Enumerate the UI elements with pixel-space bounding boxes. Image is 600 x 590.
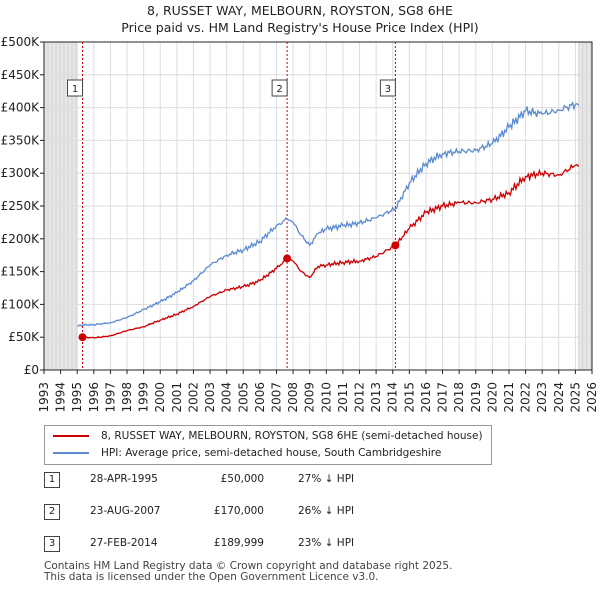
chart-title: 8, RUSSET WAY, MELBOURN, ROYSTON, SG8 6H… xyxy=(0,2,600,36)
sale-hpi-diff: 26% ↓ HPI xyxy=(298,505,355,517)
sale-hpi-diff: 27% ↓ HPI xyxy=(298,473,355,485)
x-tick-label: 2006 xyxy=(253,382,267,413)
x-tick-label: 1999 xyxy=(137,382,151,413)
x-tick-label: 1993 xyxy=(37,382,51,413)
chart-title-line1: 8, RUSSET WAY, MELBOURN, ROYSTON, SG8 6H… xyxy=(147,3,453,18)
x-tick-label: 2010 xyxy=(319,382,333,413)
x-tick-label: 2022 xyxy=(519,382,533,413)
x-tick-label: 1996 xyxy=(87,382,101,413)
y-tick-label: £500K xyxy=(1,35,41,49)
x-tick-label: 2016 xyxy=(419,382,433,413)
sale-marker-label: 3 xyxy=(379,79,396,97)
sale-hpi-diff: 23% ↓ HPI xyxy=(298,537,355,549)
sale-marker-label: 1 xyxy=(67,79,84,97)
sale-price: £170,000 xyxy=(213,505,264,517)
x-tick-label: 1998 xyxy=(120,382,134,413)
y-tick-label: £250K xyxy=(1,199,41,213)
sale-number-badge: 3 xyxy=(44,536,60,552)
sale-date: 23-AUG-2007 xyxy=(90,505,161,517)
footer-licence: This data is licensed under the Open Gov… xyxy=(44,571,379,583)
table-row: 3 27-FEB-2014 £189,999 23% ↓ HPI xyxy=(44,536,444,554)
x-tick-label: 2009 xyxy=(303,382,317,413)
sale-price: £189,999 xyxy=(213,537,264,549)
sale-point xyxy=(391,241,400,250)
sale-point xyxy=(78,333,87,342)
x-tick-label: 2018 xyxy=(452,382,466,413)
x-tick-label: 2012 xyxy=(353,382,367,413)
x-tick-label: 1995 xyxy=(70,382,84,413)
x-tick-label: 2004 xyxy=(220,382,234,413)
sale-marker-number: 1 xyxy=(72,84,78,95)
y-tick-label: £200K xyxy=(1,232,41,246)
x-tick-label: 2019 xyxy=(469,382,483,413)
price-chart: £0 £50K £100K £150K £200K £250K £300K £350K £400… xyxy=(1,35,599,413)
sale-marker-label: 2 xyxy=(271,79,288,97)
x-tick-label: 2001 xyxy=(170,382,184,413)
x-tick-label: 2020 xyxy=(485,382,499,413)
x-tick-label: 2000 xyxy=(153,382,167,413)
y-tick-label: £400K xyxy=(1,101,41,115)
chart-title-line2: Price paid vs. HM Land Registry's House … xyxy=(121,20,479,35)
x-tick-label: 2005 xyxy=(236,382,250,413)
x-tick-label: 2007 xyxy=(269,382,283,413)
legend: 8, RUSSET WAY, MELBOURN, ROYSTON, SG8 6H… xyxy=(44,425,492,465)
legend-label-property: 8, RUSSET WAY, MELBOURN, ROYSTON, SG8 6H… xyxy=(101,430,483,442)
sale-number-badge: 2 xyxy=(44,504,60,520)
x-tick-label: 2017 xyxy=(436,382,450,413)
x-tick-label: 2011 xyxy=(336,382,350,413)
sale-marker-box xyxy=(67,79,84,97)
legend-swatch-hpi xyxy=(53,452,89,454)
x-tick-label: 1997 xyxy=(103,382,117,413)
sale-marker-number: 2 xyxy=(276,84,282,95)
x-tick-label: 2025 xyxy=(568,382,582,413)
x-tick-label: 2002 xyxy=(186,382,200,413)
legend-label-hpi: HPI: Average price, semi-detached house,… xyxy=(101,447,442,459)
table-row: 2 23-AUG-2007 £170,000 26% ↓ HPI xyxy=(44,504,444,522)
x-tick-label: 2026 xyxy=(585,382,599,413)
y-tick-label: £100K xyxy=(1,297,41,311)
footer: Contains HM Land Registry data © Crown c… xyxy=(44,561,452,583)
x-tick-label: 2008 xyxy=(286,382,300,413)
table-row: 1 28-APR-1995 £50,000 27% ↓ HPI xyxy=(44,472,444,490)
sale-price: £50,000 xyxy=(220,473,264,485)
x-tick-label: 2024 xyxy=(552,382,566,413)
footer-copyright: Contains HM Land Registry data © Crown c… xyxy=(44,560,453,572)
x-tick-label: 2023 xyxy=(535,382,549,413)
sale-marker-number: 3 xyxy=(385,84,391,95)
x-tick-label: 2003 xyxy=(203,382,217,413)
sale-point xyxy=(283,254,292,263)
sale-marker-box xyxy=(271,79,288,97)
x-tick-label: 2015 xyxy=(402,382,416,413)
hpi-line xyxy=(77,101,580,327)
x-tick-label: 2021 xyxy=(502,382,516,413)
y-tick-label: £50K xyxy=(8,330,40,344)
sale-date: 28-APR-1995 xyxy=(90,473,158,485)
y-tick-label: £450K xyxy=(1,68,41,82)
property-price-line xyxy=(82,163,580,339)
x-tick-label: 2014 xyxy=(386,382,400,413)
x-tick-label: 1994 xyxy=(54,382,68,413)
x-tick-label: 2013 xyxy=(369,382,383,413)
sale-marker-box xyxy=(379,79,396,97)
y-tick-label: £350K xyxy=(1,133,41,147)
sale-date: 27-FEB-2014 xyxy=(90,537,158,549)
legend-swatch-property xyxy=(53,435,89,437)
sale-number-badge: 1 xyxy=(44,472,60,488)
y-tick-label: £150K xyxy=(1,265,41,279)
y-tick-label: £300K xyxy=(1,166,41,180)
y-tick-label: £0 xyxy=(24,363,39,377)
